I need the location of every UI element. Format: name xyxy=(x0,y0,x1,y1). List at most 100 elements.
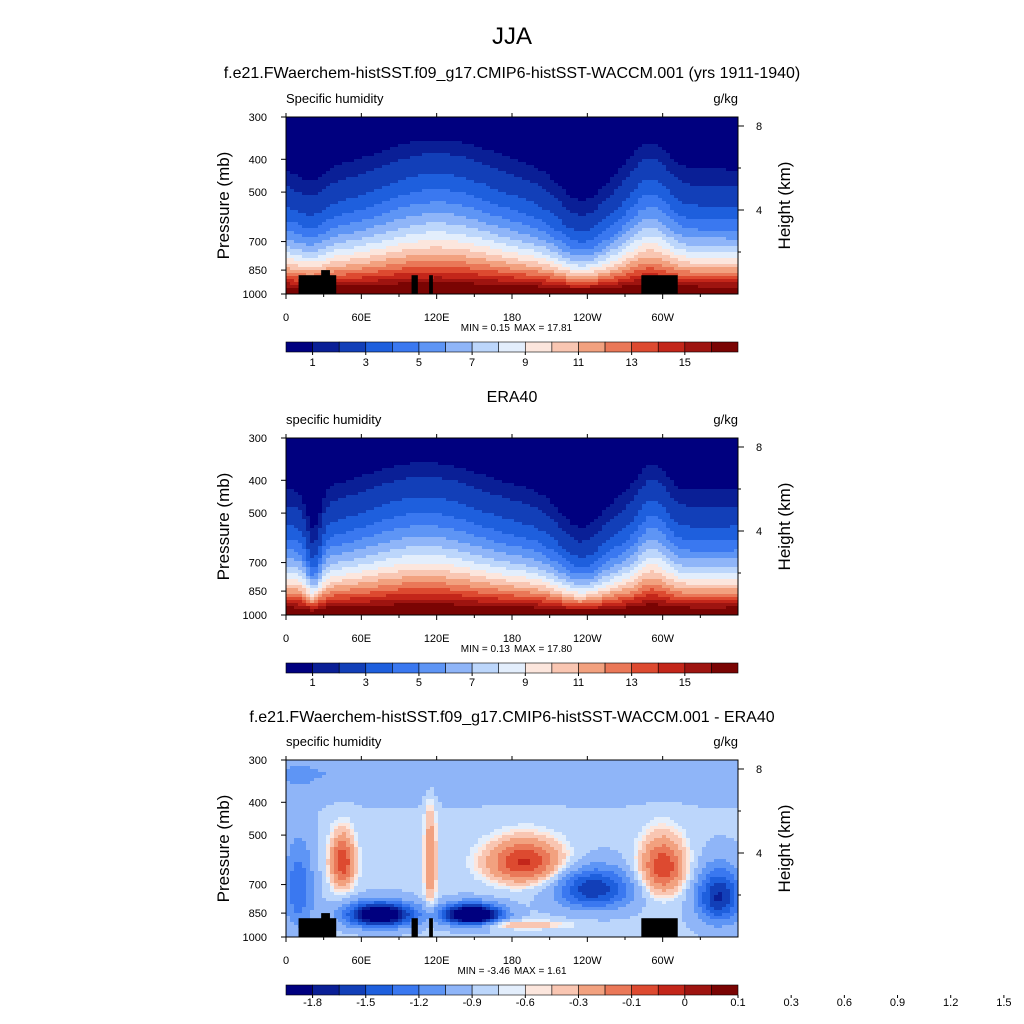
field-cell xyxy=(450,913,455,917)
field-cell xyxy=(470,579,507,583)
field-cell xyxy=(558,552,571,556)
terrain-block xyxy=(411,918,418,937)
field-cell xyxy=(638,546,667,550)
field-cell xyxy=(326,507,375,511)
colorbar-label: 1 xyxy=(310,357,316,369)
colorbar-label: 5 xyxy=(416,357,422,369)
field-cell xyxy=(554,889,563,893)
field-cell xyxy=(542,207,567,211)
field-cell xyxy=(670,261,691,265)
field-cell xyxy=(554,537,575,541)
field-cell xyxy=(658,243,671,247)
field-cell xyxy=(502,922,507,926)
field-cell xyxy=(394,273,479,277)
field-cell xyxy=(542,889,555,893)
field-cell xyxy=(582,865,619,869)
field-cell xyxy=(286,159,355,163)
field-cell xyxy=(546,835,555,839)
field-cell xyxy=(438,913,443,917)
field-cell xyxy=(326,549,355,553)
field-cell xyxy=(634,594,647,598)
field-cell xyxy=(390,198,483,202)
field-cell xyxy=(374,561,475,565)
field-cell xyxy=(558,850,563,854)
field-cell xyxy=(422,868,427,872)
field-cell xyxy=(498,910,503,914)
field-cell xyxy=(286,582,303,586)
field-cell xyxy=(686,582,739,586)
field-cell xyxy=(526,198,559,202)
field-cell xyxy=(570,267,591,271)
field-cell xyxy=(370,255,407,259)
field-cell xyxy=(394,237,483,241)
field-cell xyxy=(506,261,539,265)
field-cell xyxy=(598,868,623,872)
field-cell xyxy=(494,913,499,917)
field-cell xyxy=(522,555,547,559)
x-tick-label: 120W xyxy=(573,633,602,645)
field-cell xyxy=(646,594,659,598)
field-cell xyxy=(630,174,675,178)
field-cell xyxy=(306,549,311,553)
field-cell xyxy=(462,904,483,908)
field-cell xyxy=(434,880,439,884)
field-cell xyxy=(438,895,443,899)
field-cell xyxy=(426,850,435,854)
field-cell xyxy=(674,892,679,896)
field-cell xyxy=(642,868,651,872)
field-cell xyxy=(662,585,675,589)
field-cell xyxy=(486,841,491,845)
field-cell xyxy=(358,844,423,848)
colorbar-box xyxy=(657,984,686,996)
field-cell xyxy=(338,201,383,205)
field-cell xyxy=(686,835,715,839)
field-cell xyxy=(474,874,483,878)
field-cell xyxy=(574,564,591,568)
units-label: g/kg xyxy=(713,412,738,427)
field-cell xyxy=(662,558,671,562)
field-cell xyxy=(558,258,571,262)
field-cell xyxy=(686,249,739,253)
field-cell xyxy=(290,267,327,271)
field-cell xyxy=(538,573,555,577)
field-cell xyxy=(326,258,351,262)
field-cell xyxy=(434,886,439,890)
field-cell xyxy=(638,865,643,869)
field-cell xyxy=(702,871,711,875)
field-cell xyxy=(330,261,371,265)
field-cell xyxy=(362,219,395,223)
field-cell xyxy=(538,588,555,592)
field-cell xyxy=(642,826,651,830)
field-cell xyxy=(638,513,671,517)
field-cell xyxy=(438,871,471,875)
field-cell xyxy=(618,886,627,890)
field-cell xyxy=(706,913,715,917)
field-cell xyxy=(314,597,319,601)
field-cell xyxy=(398,907,403,911)
field-cell xyxy=(286,925,299,929)
terrain-block xyxy=(429,918,433,937)
field-cell xyxy=(554,588,567,592)
field-cell xyxy=(550,877,559,881)
field-cell xyxy=(318,591,323,595)
field-cell xyxy=(482,546,523,550)
field-cell xyxy=(350,829,355,833)
field-cell xyxy=(622,600,643,604)
field-cell xyxy=(494,558,535,562)
field-cell xyxy=(558,841,563,845)
field-cell xyxy=(554,579,567,583)
field-cell xyxy=(322,549,327,553)
field-cell xyxy=(330,886,335,890)
field-cell xyxy=(562,877,571,881)
field-cell xyxy=(358,841,423,845)
field-cell xyxy=(350,597,499,601)
field-cell xyxy=(402,555,447,559)
field-cell xyxy=(470,567,507,571)
y-axis-title: Pressure (mb) xyxy=(214,795,233,903)
field-cell xyxy=(374,153,423,157)
field-cell xyxy=(666,486,679,490)
field-cell xyxy=(310,561,319,565)
field-cell xyxy=(502,573,539,577)
field-cell xyxy=(350,865,355,869)
field-cell xyxy=(498,204,539,208)
